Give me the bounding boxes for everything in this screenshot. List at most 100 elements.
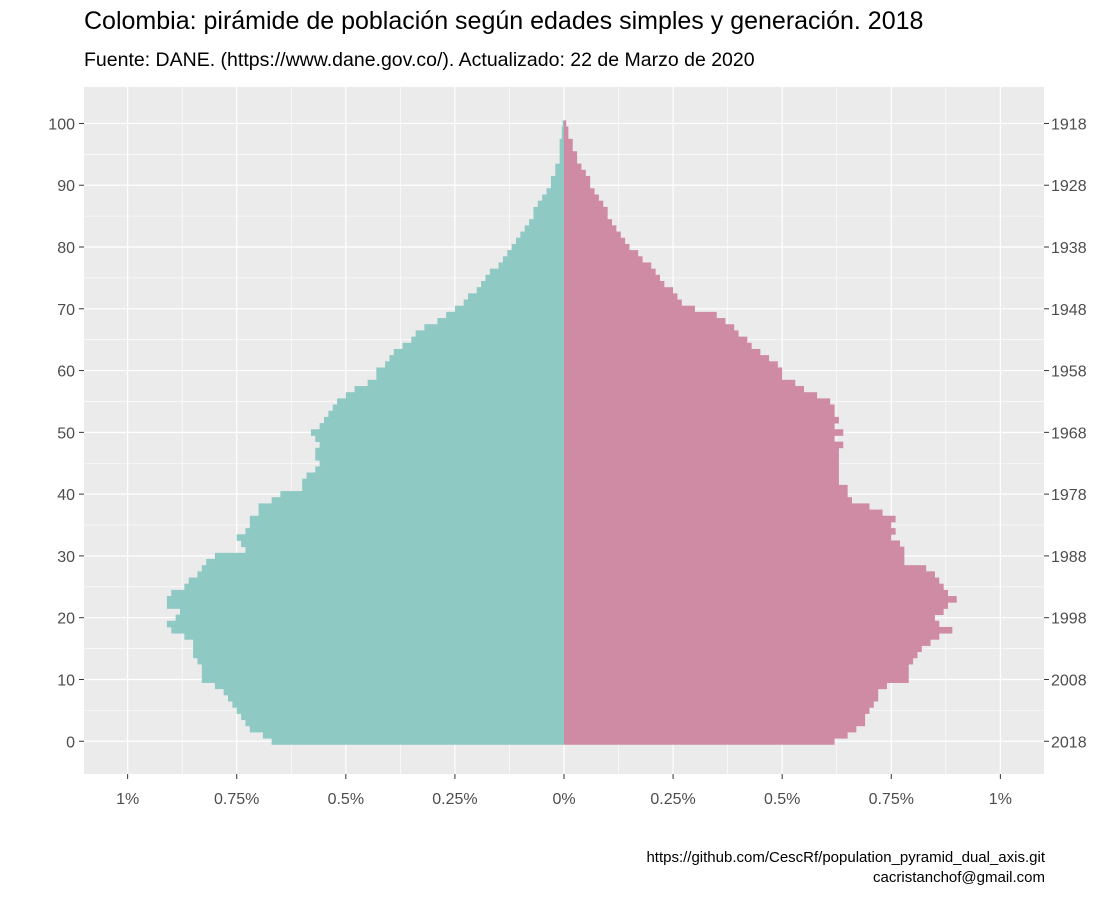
bar-right-age-58: [564, 379, 796, 387]
bar-right-age-85: [564, 213, 608, 220]
bar-left-age-37: [258, 509, 564, 517]
y-right-tick-label: 1938: [1051, 240, 1087, 257]
bar-right-age-34: [564, 528, 896, 535]
bar-right-age-40: [564, 491, 848, 498]
bar-right-age-100: [564, 120, 567, 127]
bar-right-age-86: [564, 206, 608, 214]
bar-right-age-17: [564, 633, 940, 640]
bar-left-age-39: [271, 497, 564, 504]
bar-right-age-81: [564, 237, 626, 245]
bar-left-age-31: [245, 546, 565, 554]
bar-right-age-71: [564, 299, 682, 307]
bar-left-age-91: [550, 175, 564, 183]
bar-left-age-60: [376, 367, 564, 375]
x-tick-label: 0.75%: [214, 791, 259, 808]
bar-left-age-76: [489, 268, 564, 276]
bar-right-age-94: [564, 157, 578, 165]
bar-left-age-22: [166, 602, 564, 609]
chart-title: Colombia: pirámide de población según ed…: [84, 7, 924, 35]
bar-left-age-59: [376, 373, 564, 381]
bar-left-age-13: [197, 657, 565, 665]
y-right-tick-label: 1998: [1051, 611, 1087, 628]
bar-left-age-16: [193, 639, 564, 646]
bar-right-age-42: [564, 478, 839, 486]
bar-left-age-65: [411, 336, 564, 344]
bar-right-age-7: [564, 694, 879, 702]
y-right-tick-label: 1948: [1051, 302, 1087, 319]
bar-left-age-93: [555, 163, 564, 171]
bar-left-age-51: [319, 423, 564, 430]
bar-right-age-68: [564, 318, 726, 325]
bar-right-age-56: [564, 392, 818, 399]
bar-right-age-29: [564, 559, 905, 566]
bar-left-age-5: [236, 707, 564, 714]
bar-left-age-0: [271, 738, 564, 745]
bar-right-age-59: [564, 373, 783, 381]
bar-right-age-14: [564, 651, 918, 659]
bar-right-age-23: [564, 596, 957, 603]
bar-right-age-28: [564, 565, 927, 572]
bar-left-age-64: [402, 342, 564, 350]
bar-right-age-62: [564, 355, 770, 362]
bar-left-age-19: [166, 620, 564, 628]
bar-left-age-81: [516, 237, 564, 245]
bar-right-age-69: [564, 311, 717, 319]
bar-left-age-86: [533, 206, 564, 214]
bar-right-age-25: [564, 583, 944, 591]
bar-left-age-1: [262, 731, 564, 739]
right-generation-axis: 2018 2008 1998 1988 1978 1968 1958 1948 1938 1928…: [1044, 116, 1087, 751]
y-left-tick-label: 60: [57, 364, 75, 381]
bar-right-age-5: [564, 707, 870, 714]
y-right-tick-label: 2008: [1051, 672, 1087, 689]
y-right-tick-label: 1918: [1051, 116, 1087, 133]
y-left-tick-label: 80: [57, 240, 75, 257]
bar-right-age-84: [564, 219, 612, 226]
bar-right-age-6: [564, 701, 874, 708]
bar-right-age-15: [564, 645, 922, 653]
bar-left-age-32: [241, 540, 564, 548]
bar-left-age-33: [236, 534, 564, 541]
bar-right-age-38: [564, 503, 870, 510]
left-age-axis: 0 10 20 30 40 50 60 70 80 90 100: [48, 116, 84, 751]
bar-right-age-19: [564, 620, 940, 628]
y-left-tick-label: 20: [57, 611, 75, 628]
bar-right-age-30: [564, 552, 905, 560]
bar-right-age-20: [564, 614, 935, 622]
bar-right-age-82: [564, 231, 621, 239]
bar-right-age-50: [564, 429, 844, 436]
bar-left-age-67: [424, 324, 564, 331]
caption: https://github.com/CescRf/population_pyr…: [646, 848, 1045, 888]
bar-right-age-75: [564, 274, 660, 282]
bar-right-age-12: [564, 664, 909, 671]
bar-left-age-89: [546, 188, 564, 195]
bar-left-age-9: [214, 682, 564, 690]
bar-left-age-45: [319, 460, 564, 467]
bar-right-age-91: [564, 175, 591, 183]
y-left-tick-label: 40: [57, 487, 75, 504]
bar-left-age-79: [507, 250, 564, 257]
bar-left-age-61: [385, 361, 564, 368]
bar-right-age-21: [564, 608, 944, 616]
bar-left-age-35: [249, 521, 564, 529]
bar-left-age-11: [201, 670, 564, 677]
bar-right-age-74: [564, 280, 665, 288]
y-left-tick-label: 90: [57, 178, 75, 195]
bar-right-age-90: [564, 182, 591, 189]
bar-left-age-68: [437, 318, 564, 325]
bar-left-age-28: [201, 565, 564, 572]
bar-right-age-79: [564, 250, 639, 257]
chart-subtitle: Fuente: DANE. (https://www.dane.gov.co/)…: [84, 49, 755, 71]
bar-right-age-77: [564, 262, 652, 270]
bar-right-age-76: [564, 268, 656, 276]
bar-right-age-39: [564, 497, 852, 504]
bar-left-age-25: [184, 583, 564, 591]
bar-right-age-98: [564, 132, 569, 140]
bar-left-age-38: [258, 503, 564, 510]
bar-left-age-3: [245, 719, 565, 727]
bar-left-age-40: [280, 491, 564, 498]
left-bars: [166, 120, 565, 745]
bar-right-age-73: [564, 287, 674, 294]
bar-left-age-84: [529, 219, 564, 226]
bar-right-age-70: [564, 305, 695, 313]
